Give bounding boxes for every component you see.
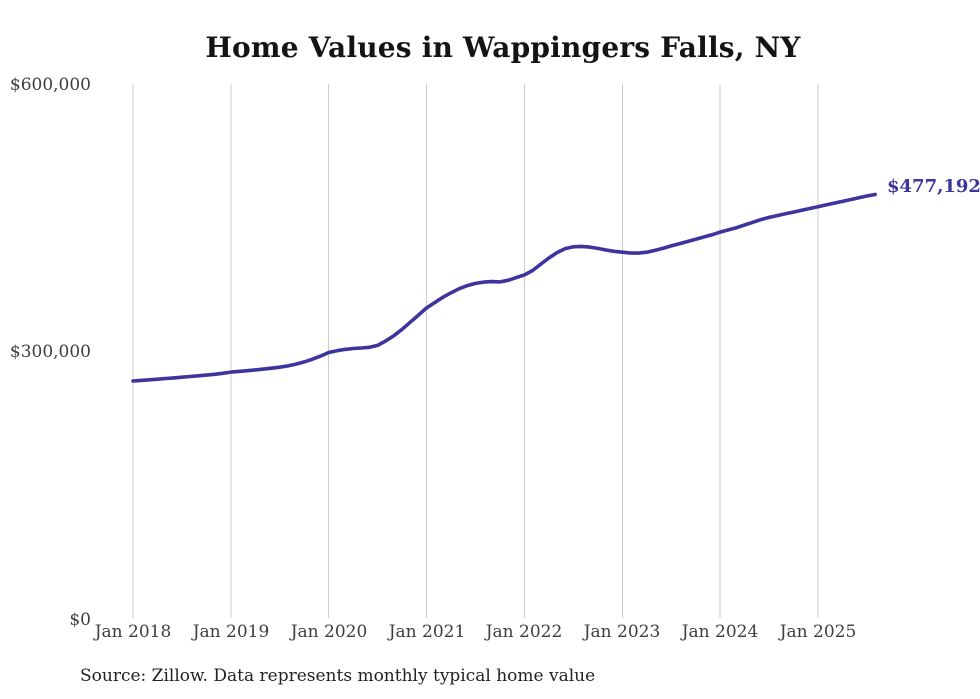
x-tick-label: Jan 2023	[583, 622, 661, 642]
x-tick-label: Jan 2021	[388, 622, 466, 642]
x-tick-label: Jan 2022	[485, 622, 563, 642]
last-value-label: $477,192	[887, 176, 980, 197]
x-tick-label: Jan 2018	[94, 622, 172, 642]
y-tick-label: $600,000	[9, 75, 91, 95]
x-tick-label: Jan 2019	[192, 622, 270, 642]
y-tick-label: $0	[69, 610, 91, 630]
home-value-line	[131, 192, 877, 383]
source-note: Source: Zillow. Data represents monthly …	[80, 666, 596, 686]
x-tick-label: Jan 2024	[681, 622, 759, 642]
x-tick-label: Jan 2020	[290, 622, 368, 642]
chart-title: Home Values in Wappingers Falls, NY	[205, 31, 801, 64]
x-tick-label: Jan 2025	[779, 622, 857, 642]
y-tick-label: $300,000	[9, 342, 91, 362]
